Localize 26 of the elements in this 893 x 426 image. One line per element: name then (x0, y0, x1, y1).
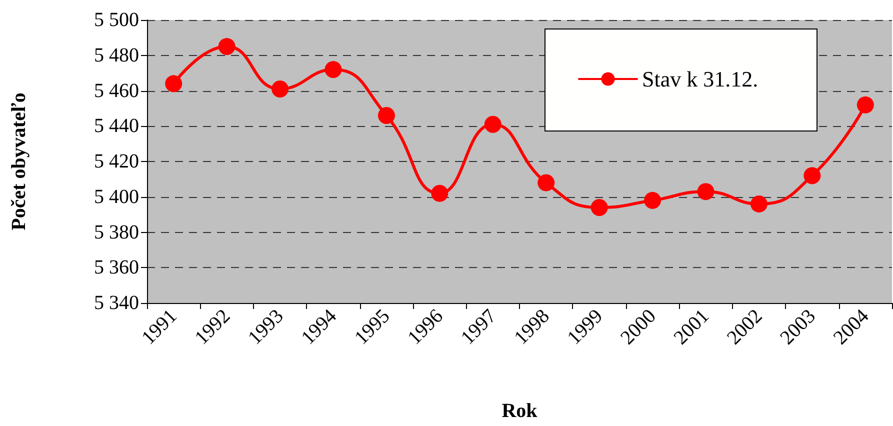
y-tick-label: 5 400 (94, 186, 139, 208)
point (856, 96, 874, 114)
y-tick-label: 5 340 (94, 292, 139, 314)
point (804, 167, 821, 184)
y-tick-label: 5 440 (94, 115, 139, 138)
point (272, 80, 289, 98)
point (218, 38, 236, 56)
y-tick-label: 5 380 (94, 221, 139, 244)
y-tick-label: 5 420 (94, 150, 139, 172)
point (324, 61, 342, 78)
point (484, 116, 502, 133)
point (644, 192, 662, 209)
legend-label: Stav k 31.12. (642, 66, 758, 92)
y-tick-label: 5 360 (94, 256, 139, 279)
y-tick-label: 5 460 (94, 80, 139, 102)
point (431, 184, 448, 202)
point (750, 195, 768, 212)
y-tick-label: 5 480 (94, 44, 139, 66)
point (538, 174, 555, 192)
y-axis-title: Počet obyvateľo (8, 92, 30, 230)
point (378, 107, 395, 124)
y-tick-label: 5 500 (94, 9, 139, 31)
x-axis-title: Rok (502, 400, 538, 422)
point (165, 75, 182, 92)
point (590, 198, 608, 216)
point (697, 183, 714, 200)
